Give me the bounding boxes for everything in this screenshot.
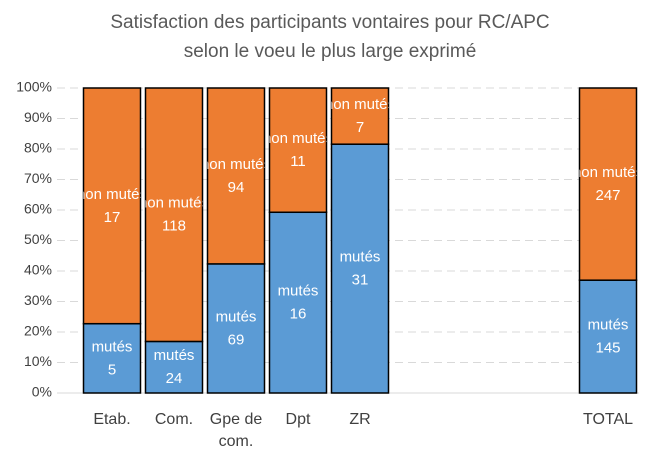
bar-segment [82, 87, 142, 325]
bar-segment [330, 143, 390, 394]
y-tick-label: 70% [24, 170, 52, 186]
series-label: mutés [278, 283, 319, 300]
series-label: non mutés [263, 130, 333, 147]
segment-labels: non mutés 94 [201, 156, 271, 196]
bar-segment [578, 87, 638, 281]
segment-labels: mutés 24 [154, 347, 195, 387]
series-label: mutés [216, 308, 257, 325]
y-tick-label: 50% [24, 231, 52, 247]
y-tick-label: 40% [24, 262, 52, 278]
segment-labels: mutés 5 [92, 338, 133, 378]
series-label: mutés [92, 338, 133, 355]
bar-segment [268, 87, 328, 214]
x-tick-label: TOTAL [582, 411, 634, 428]
data-label: 118 [162, 218, 186, 235]
series-label: non mutés [573, 164, 643, 181]
data-label: 69 [228, 331, 245, 348]
segment-labels: mutés 145 [588, 317, 629, 357]
data-label: 145 [595, 340, 620, 357]
bar-segment [578, 279, 638, 394]
segment-labels: non mutés 11 [263, 130, 333, 170]
x-tick-label: ZR [349, 411, 371, 428]
data-label: 11 [290, 153, 306, 170]
x-tick-label: Gpe de com. [209, 411, 263, 450]
y-tick-label: 100% [16, 79, 52, 95]
series-label: non mutés [139, 195, 209, 212]
data-label: 5 [108, 361, 116, 378]
series-label: mutés [340, 249, 381, 266]
bar-segment [206, 263, 266, 394]
x-tick-label: Com. [154, 411, 194, 428]
segment-labels: mutés 69 [216, 308, 257, 348]
x-tick-label: Etab. [93, 411, 131, 428]
bar-segment [330, 87, 390, 145]
bar-segment [82, 322, 142, 394]
segment-labels: non mutés 7 [325, 96, 395, 136]
y-tick-label: 10% [24, 353, 52, 369]
segment-labels: non mutés 118 [139, 195, 209, 235]
y-tick-label: 90% [24, 109, 52, 125]
segment-labels: mutés 16 [278, 283, 319, 323]
data-label: 17 [104, 209, 121, 226]
series-label: non mutés [201, 156, 271, 173]
segment-labels: non mutés 247 [573, 164, 643, 204]
series-label: mutés [588, 317, 629, 334]
data-label: 16 [290, 306, 307, 323]
y-tick-label: 60% [24, 201, 52, 217]
data-label: 247 [595, 187, 620, 204]
bar-segment [206, 87, 266, 265]
series-label: non mutés [77, 186, 147, 203]
data-label: 7 [356, 119, 364, 136]
y-tick-label: 80% [24, 140, 52, 156]
series-label: mutés [154, 347, 195, 364]
bar-segment [144, 87, 204, 343]
chart-title: Satisfaction des participants vontaires … [110, 12, 550, 62]
y-tick-label: 0% [32, 384, 52, 400]
segment-labels: non mutés 17 [77, 186, 147, 226]
y-tick-label: 30% [24, 292, 52, 308]
bar-segment [268, 211, 328, 394]
data-label: 94 [228, 179, 245, 196]
data-label: 31 [352, 272, 369, 289]
data-label: 24 [166, 370, 183, 387]
segment-labels: mutés 31 [340, 249, 381, 289]
series-label: non mutés [325, 96, 395, 113]
x-tick-label: Dpt [285, 411, 311, 428]
y-tick-label: 20% [24, 323, 52, 339]
